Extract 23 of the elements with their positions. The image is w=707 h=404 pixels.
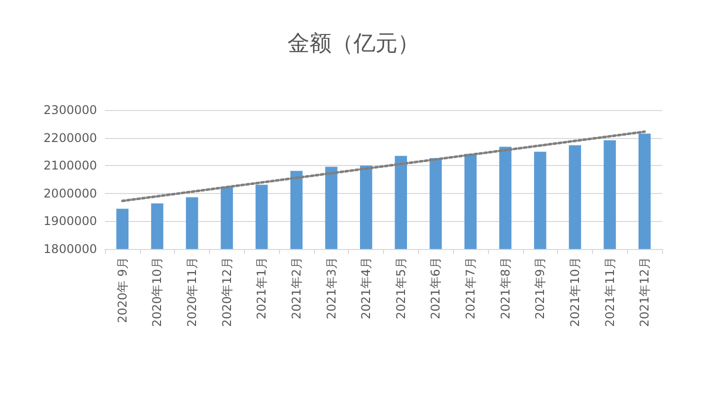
y-tick-label: 2300000 bbox=[44, 103, 97, 117]
x-tick-label: 2021年10月 bbox=[568, 257, 582, 327]
y-tick-label: 1900000 bbox=[44, 214, 97, 228]
x-tick-label: 2021年4月 bbox=[359, 257, 374, 320]
x-tick-label: 2021年3月 bbox=[324, 257, 338, 320]
x-tick-label: 2021年5月 bbox=[394, 257, 408, 320]
x-tick-label: 2021年12月 bbox=[638, 257, 652, 327]
chart-title: 金额（亿元） bbox=[288, 32, 420, 56]
x-tick-label: 2020年12月 bbox=[220, 257, 234, 327]
x-tick-label: 2021年8月 bbox=[498, 257, 512, 320]
x-tick-label: 2021年11月 bbox=[602, 257, 617, 327]
y-tick-label: 2000000 bbox=[44, 186, 97, 200]
x-tick-label: 2021年2月 bbox=[289, 257, 304, 320]
y-tick-label: 1800000 bbox=[44, 242, 97, 256]
x-tick-label: 2020年11月 bbox=[185, 257, 200, 327]
x-tick-label: 2021年7月 bbox=[464, 257, 478, 320]
x-tick-label: 2020年 9月 bbox=[115, 257, 130, 323]
y-tick-label: 2100000 bbox=[44, 158, 97, 173]
x-tick-label: 2021年1月 bbox=[254, 257, 269, 320]
x-tick-label: 2021年9月 bbox=[533, 257, 548, 320]
x-tick-label: 2021年6月 bbox=[428, 257, 443, 320]
x-tick-label: 2020年10月 bbox=[150, 257, 164, 327]
y-tick-label: 2200000 bbox=[44, 130, 97, 145]
